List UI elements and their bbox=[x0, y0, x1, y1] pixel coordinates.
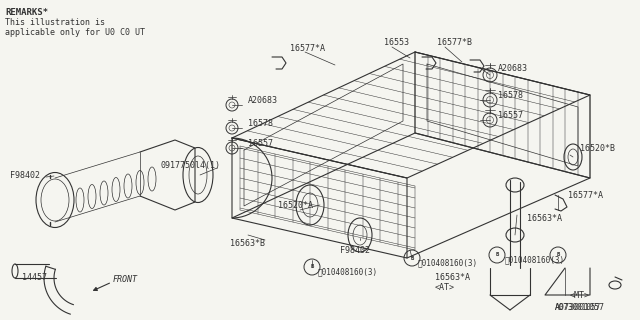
Text: A20683: A20683 bbox=[498, 63, 528, 73]
Text: 16577*A: 16577*A bbox=[290, 44, 325, 52]
Text: 16557: 16557 bbox=[498, 110, 523, 119]
Text: 16563*B: 16563*B bbox=[230, 238, 265, 247]
Text: FRONT: FRONT bbox=[113, 276, 138, 284]
Text: 16578: 16578 bbox=[248, 118, 273, 127]
Text: F98402: F98402 bbox=[340, 245, 370, 254]
Text: REMARKS*: REMARKS* bbox=[5, 7, 48, 17]
Text: B: B bbox=[495, 252, 499, 258]
Text: 16553: 16553 bbox=[384, 37, 409, 46]
Text: A073001057: A073001057 bbox=[555, 303, 605, 313]
Text: 16563*A: 16563*A bbox=[435, 274, 470, 283]
Text: A20683: A20683 bbox=[248, 95, 278, 105]
Text: F98402: F98402 bbox=[10, 171, 40, 180]
Text: 0917750l4(1): 0917750l4(1) bbox=[160, 161, 220, 170]
Text: B: B bbox=[556, 252, 559, 258]
Text: 14457: 14457 bbox=[22, 274, 47, 283]
Text: <AT>: <AT> bbox=[435, 284, 455, 292]
Text: 16577*A: 16577*A bbox=[568, 190, 603, 199]
Text: B: B bbox=[410, 255, 413, 260]
Text: 16563*A: 16563*A bbox=[527, 213, 562, 222]
Text: 16557: 16557 bbox=[248, 139, 273, 148]
Text: 16577*B: 16577*B bbox=[437, 37, 472, 46]
Text: 16578: 16578 bbox=[498, 91, 523, 100]
Text: <MT>: <MT> bbox=[570, 291, 590, 300]
Text: applicable only for U0 C0 UT: applicable only for U0 C0 UT bbox=[5, 28, 145, 36]
Text: 16520*B: 16520*B bbox=[580, 143, 615, 153]
Text: B: B bbox=[310, 265, 314, 269]
Text: A073001057: A073001057 bbox=[555, 303, 601, 313]
Text: 16520*A: 16520*A bbox=[278, 201, 313, 210]
Text: ③010408160(3): ③010408160(3) bbox=[505, 255, 565, 265]
Text: ③010408160(3): ③010408160(3) bbox=[318, 268, 378, 276]
Text: ③010408160(3): ③010408160(3) bbox=[418, 259, 478, 268]
Text: This illustration is: This illustration is bbox=[5, 18, 105, 27]
